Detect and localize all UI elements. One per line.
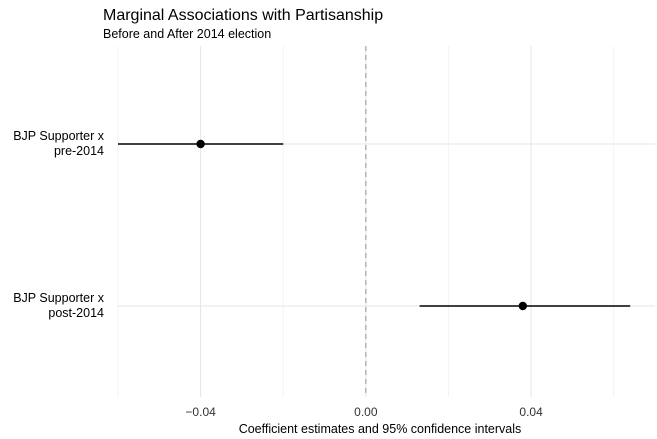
x-axis-ticks: −0.04 0.00 0.04 <box>185 405 543 419</box>
data-marks <box>118 139 631 311</box>
y-axis-label: BJP Supporter x <box>13 129 105 143</box>
x-tick-label: −0.04 <box>185 405 216 419</box>
y-axis-label: pre-2014 <box>54 144 104 158</box>
chart-subtitle: Before and After 2014 election <box>103 27 271 41</box>
point-estimate <box>196 139 205 149</box>
point-estimate <box>518 301 528 311</box>
y-axis-label: BJP Supporter x <box>13 291 105 305</box>
grid <box>117 46 655 397</box>
x-tick-label: 0.04 <box>519 405 543 419</box>
chart-title: Marginal Associations with Partisanship <box>103 7 383 24</box>
y-axis-label: post-2014 <box>48 306 104 320</box>
x-tick-label: 0.00 <box>354 405 378 419</box>
x-axis-title: Coefficient estimates and 95% confidence… <box>239 422 522 436</box>
